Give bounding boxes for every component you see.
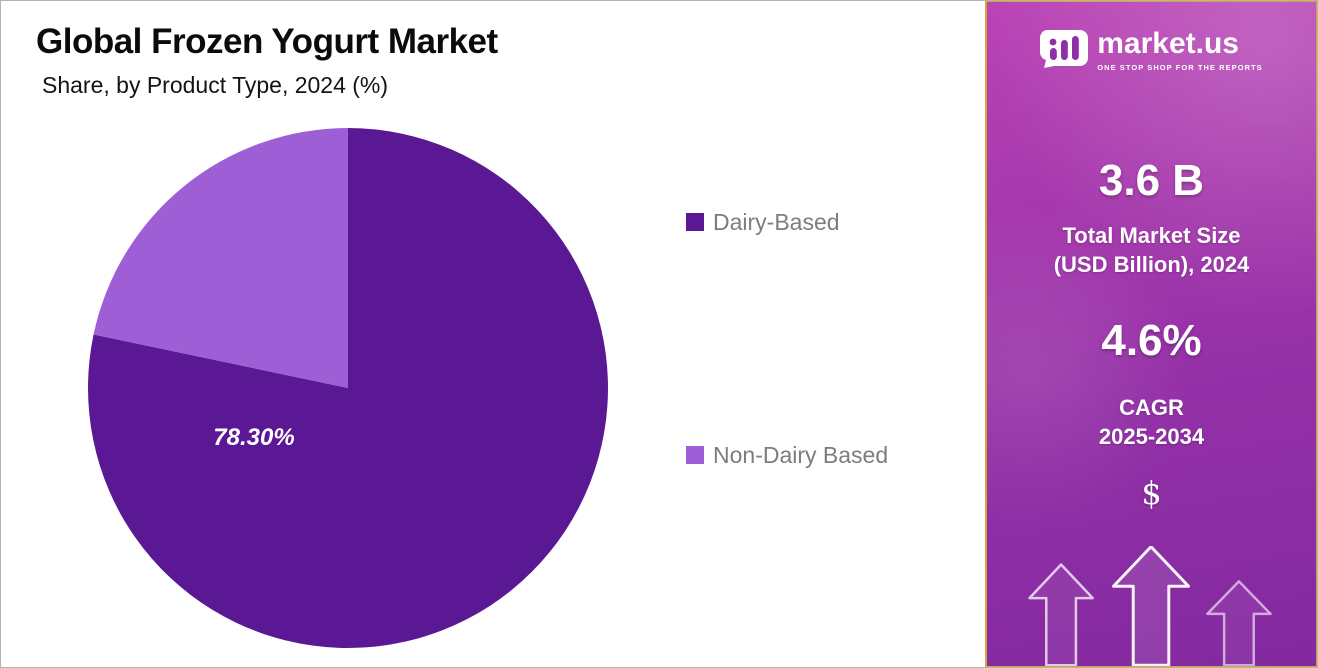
pie-slice-dairy-based	[88, 128, 609, 649]
page-title: Global Frozen Yogurt Market	[36, 22, 498, 61]
legend-label-non-dairy-based: Non-Dairy Based	[713, 441, 889, 468]
legend-label-dairy-based: Dairy-Based	[713, 208, 840, 235]
marketus-logo-icon	[1040, 28, 1089, 73]
pie-slice-non-dairy-based	[93, 128, 348, 388]
pie-slice-label: 78.30%	[213, 424, 295, 451]
legend-swatch-dairy-based	[686, 213, 704, 231]
brand-tagline: ONE STOP SHOP FOR THE REPORTS	[1097, 63, 1263, 72]
info-sidebar: market.us ONE STOP SHOP FOR THE REPORTS …	[985, 0, 1318, 668]
cagr-label-line1: CAGR	[1119, 395, 1184, 421]
brand-name: market.us	[1097, 27, 1239, 60]
chart-area: Global Frozen Yogurt Market Share, by Pr…	[36, 22, 889, 650]
cagr-label-line2: 2025-2034	[1098, 424, 1205, 450]
cagr-value: 4.6%	[1101, 316, 1202, 366]
legend-swatch-non-dairy-based	[686, 446, 704, 464]
market-size-label-line1: Total Market Size	[1062, 223, 1241, 248]
dollar-icon: $	[1141, 474, 1162, 513]
cagr-label: CAGR 2025-2034	[987, 393, 1316, 451]
market-size-label-line2: (USD Billion), 2024	[1053, 252, 1250, 278]
legend-item-non-dairy-based: Non-Dairy Based	[686, 442, 888, 468]
brand-logo: market.us ONE STOP SHOP FOR THE REPORTS	[987, 28, 1316, 73]
market-size-value: 3.6 B	[1098, 156, 1205, 205]
page-subtitle: Share, by Product Type, 2024 (%)	[42, 72, 389, 98]
market-size-label: Total Market Size (USD Billion), 2024	[987, 221, 1316, 279]
pie-chart: 78.30%	[86, 126, 610, 650]
legend-item-dairy-based: Dairy-Based	[686, 209, 840, 235]
pie-chart-svg	[88, 128, 609, 649]
growth-arrows-icon	[1028, 546, 1272, 666]
